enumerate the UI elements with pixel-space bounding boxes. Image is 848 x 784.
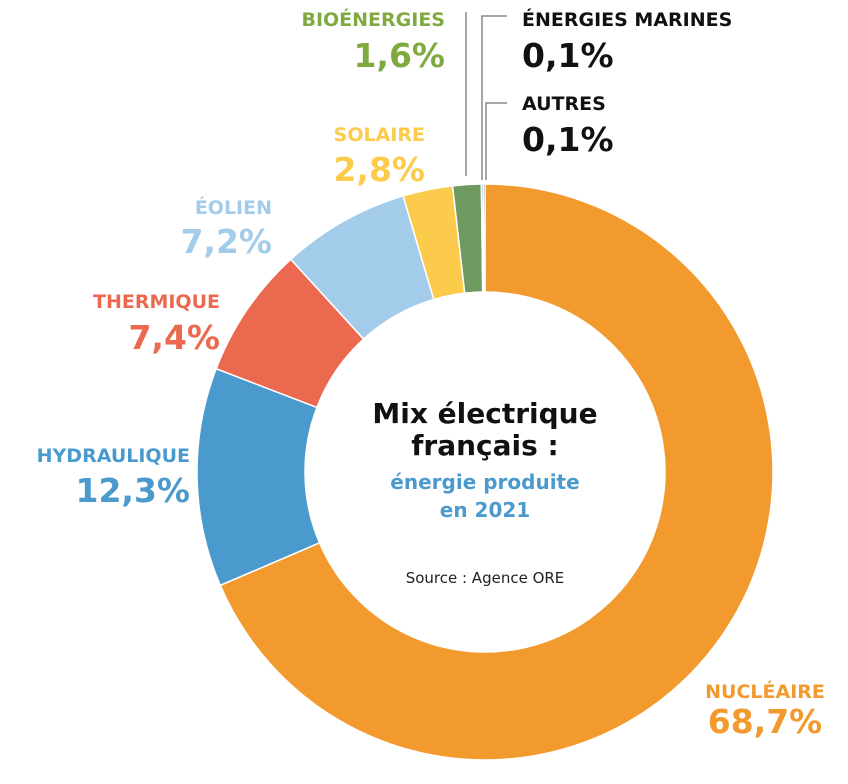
- slice-nucleaire: [219, 183, 774, 761]
- label-name-autres: AUTRES: [522, 93, 606, 115]
- chart-title-line-1: Mix électrique: [372, 397, 597, 430]
- label-value-nucleaire: 68,7%: [708, 702, 823, 741]
- label-name-solaire: SOLAIRE: [334, 124, 425, 146]
- label-name-bioenergies: BIOÉNERGIES: [301, 8, 445, 31]
- label-name-energies-marines: ÉNERGIES MARINES: [522, 8, 732, 31]
- label-name-nucleaire: NUCLÉAIRE: [705, 680, 825, 703]
- leader-energies-marines: [481, 15, 507, 180]
- chart-title-line-2: français :: [411, 429, 559, 462]
- center-text: Mix électrique français : énergie produi…: [372, 397, 597, 587]
- label-value-thermique: 7,4%: [128, 318, 220, 357]
- label-value-autres: 0,1%: [522, 120, 614, 159]
- chart-subtitle-line-1: énergie produite: [390, 470, 579, 494]
- label-value-solaire: 2,8%: [333, 150, 425, 189]
- slice-autres: [482, 183, 486, 293]
- chart-source: Source : Agence ORE: [406, 569, 565, 587]
- chart-subtitle-line-2: en 2021: [440, 498, 530, 522]
- label-name-eolien: ÉOLIEN: [195, 196, 272, 219]
- label-value-bioenergies: 1,6%: [353, 36, 445, 75]
- label-name-thermique: THERMIQUE: [93, 291, 220, 313]
- leader-autres: [485, 102, 507, 180]
- label-name-hydraulique: HYDRAULIQUE: [37, 445, 190, 467]
- leader-lines: [465, 12, 507, 180]
- label-value-eolien: 7,2%: [180, 222, 272, 261]
- label-value-hydraulique: 12,3%: [76, 471, 191, 510]
- label-value-energies-marines: 0,1%: [522, 36, 614, 75]
- donut-slices: [196, 183, 774, 761]
